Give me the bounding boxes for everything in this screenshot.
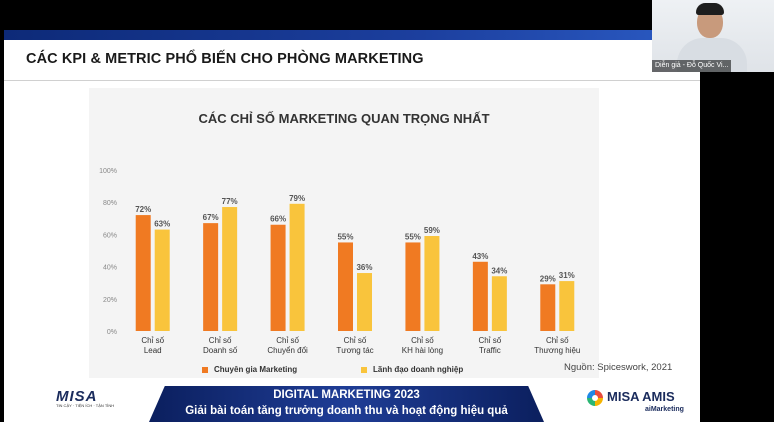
y-tick-label: 60% [103,232,117,239]
x-tick-label: Chỉ số [141,336,164,345]
bar-1 [338,242,353,331]
y-tick-label: 20% [103,297,117,304]
legend-item-series-2: Lãnh đạo doanh nghiệp [361,365,463,374]
data-label: 31% [559,271,575,280]
x-tick-label: Lead [144,346,162,355]
bar-1 [203,223,219,331]
bar-1 [540,284,556,331]
data-label: 36% [356,263,372,272]
amis-logo-icon [587,390,603,406]
x-tick-label: Chỉ số [479,336,502,345]
data-label: 77% [222,197,238,206]
data-label: 29% [540,274,556,283]
amis-logo-subtext: aiMarketing [645,406,684,413]
banner-subtitle: Giải bài toán tăng trưởng doanh thu và h… [185,405,508,417]
legend-swatch-series-2 [361,366,367,373]
misa-logo-text: MISA [56,388,98,405]
source-note: Nguồn: Spiceswork, 2021 [564,362,673,373]
bar-2 [154,229,170,331]
y-tick-label: 40% [103,265,117,272]
speaker-video-tile[interactable]: Diễn giả - Đỗ Quốc Vi... [652,0,774,72]
data-label: 55% [405,232,421,241]
x-tick-label: Chỉ số [546,336,569,345]
legend-label-series-2: Lãnh đạo doanh nghiệp [373,365,464,374]
chart-panel: CÁC CHỈ SỐ MARKETING QUAN TRỌNG NHẤT 0% 2… [89,88,599,378]
data-label: 55% [337,232,353,241]
event-banner: DIGITAL MARKETING 2023 Giải bài toán tăn… [149,386,544,422]
amis-logo-text: MISA AMIS [607,389,675,404]
chart-title: CÁC CHỈ SỐ MARKETING QUAN TRỌNG NHẤT [198,111,490,126]
data-label: 63% [154,220,170,229]
bar-chart: 0%20%40%60%80%100%72%63%Chỉ sốLead67%77%… [99,168,580,355]
data-label: 43% [472,252,488,261]
x-tick-label: Chỉ số [276,336,299,345]
bar-2 [222,207,238,331]
x-tick-label: Chỉ số [209,336,232,345]
bar-2 [424,236,440,331]
presentation-slide: CÁC KPI & METRIC PHỔ BIẾN CHO PHÒNG MARK… [4,30,700,422]
x-tick-label: Chỉ số [344,336,367,345]
misa-logo: MISA TIN CẬY · TIỆN ÍCH · TẬN TÌNH [56,388,116,416]
bar-2 [559,281,575,331]
bar-1 [472,261,488,331]
x-tick-label: Traffic [479,346,501,355]
x-tick-label: Thương hiệu [534,346,580,355]
x-tick-label: Doanh số [203,346,238,355]
bar-1 [135,215,151,331]
speaker-name-label: Diễn giả - Đỗ Quốc Vi... [652,60,732,72]
bar-1 [405,242,421,331]
bar-2 [357,273,372,331]
data-label: 34% [491,266,507,275]
bar-1 [270,224,286,331]
y-tick-label: 100% [99,168,117,175]
banner-title: DIGITAL MARKETING 2023 [273,389,420,401]
data-label: 59% [424,226,440,235]
y-tick-label: 80% [103,200,117,207]
x-tick-label: Chuyển đổi [267,346,308,355]
title-divider [4,80,700,81]
x-tick-label: Tương tác [336,346,373,355]
misa-amis-logo: MISA AMIS aiMarketing [587,388,687,418]
slide-footer: MISA TIN CẬY · TIỆN ÍCH · TẬN TÌNH DIGIT… [4,382,700,422]
data-label: 72% [135,205,151,214]
bar-2 [491,276,507,331]
speaker-hair [696,3,724,15]
bar-2 [289,203,305,331]
data-label: 79% [289,194,305,203]
misa-logo-tagline: TIN CẬY · TIỆN ÍCH · TẬN TÌNH [56,403,115,408]
x-tick-label: Chỉ số [411,336,434,345]
data-label: 67% [203,213,219,222]
legend-label-series-1: Chuyên gia Marketing [214,365,298,374]
legend-item-series-1: Chuyên gia Marketing [202,365,297,374]
x-tick-label: KH hài lòng [402,346,443,355]
y-tick-label: 0% [107,329,117,336]
slide-title: CÁC KPI & METRIC PHỔ BIẾN CHO PHÒNG MARK… [26,51,424,67]
legend-swatch-series-1 [202,366,208,373]
data-label: 66% [270,215,286,224]
slide-top-bar [4,30,700,40]
